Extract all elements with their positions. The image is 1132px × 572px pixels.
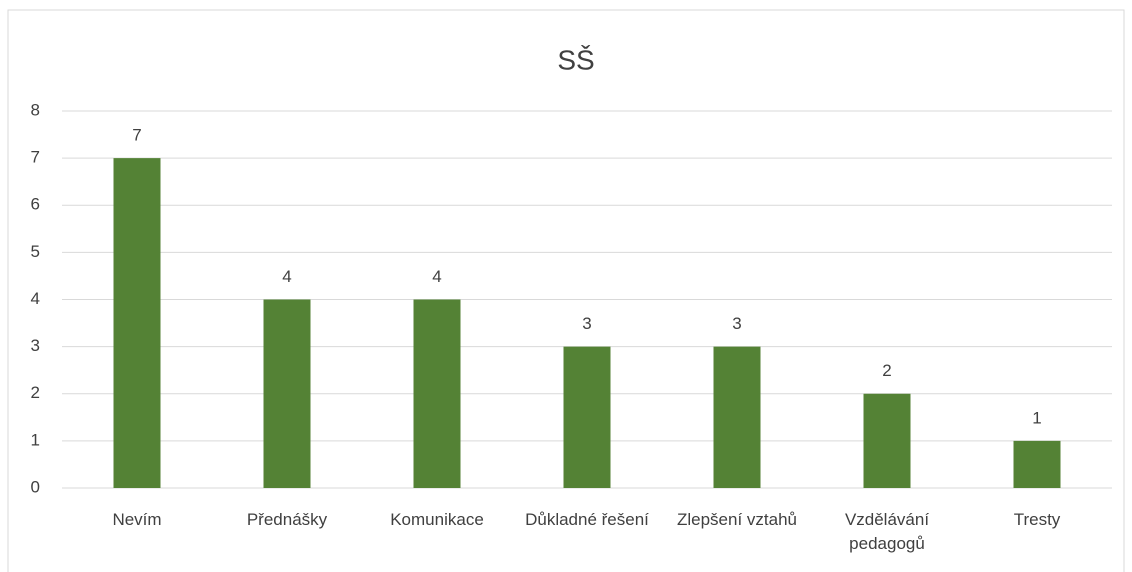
y-tick-label: 4 — [31, 289, 40, 308]
x-tick-label: Důkladné řešení — [525, 510, 649, 529]
y-tick-label: 3 — [31, 336, 40, 355]
bar — [1013, 440, 1061, 488]
bar — [113, 158, 161, 488]
bar — [263, 299, 311, 488]
y-tick-label: 0 — [31, 477, 40, 496]
y-tick-label: 5 — [31, 242, 40, 261]
chart-title: SŠ — [557, 44, 594, 75]
x-tick-label: Nevím — [112, 510, 162, 529]
y-tick-label: 7 — [31, 148, 40, 167]
bar — [713, 346, 761, 488]
data-label: 2 — [882, 361, 891, 380]
y-tick-label: 2 — [31, 383, 40, 402]
data-label: 3 — [732, 314, 741, 333]
data-label: 1 — [1032, 408, 1041, 427]
data-label: 3 — [582, 314, 591, 333]
bar — [863, 393, 911, 488]
x-tick-label: Zlepšení vztahů — [676, 510, 797, 529]
y-tick-label: 1 — [31, 430, 40, 449]
y-tick-label: 6 — [31, 195, 40, 214]
x-tick-label: Vzdělávání pedagogů — [844, 510, 930, 553]
bar — [563, 346, 611, 488]
y-tick-label: 8 — [31, 100, 40, 119]
x-tick-label: Přednášky — [246, 510, 328, 529]
x-tick-label: Tresty — [1013, 510, 1061, 529]
bar — [413, 299, 461, 488]
data-label: 4 — [432, 267, 441, 286]
data-label: 7 — [132, 126, 141, 145]
data-label: 4 — [282, 267, 291, 286]
x-tick-label: Komunikace — [390, 510, 484, 529]
